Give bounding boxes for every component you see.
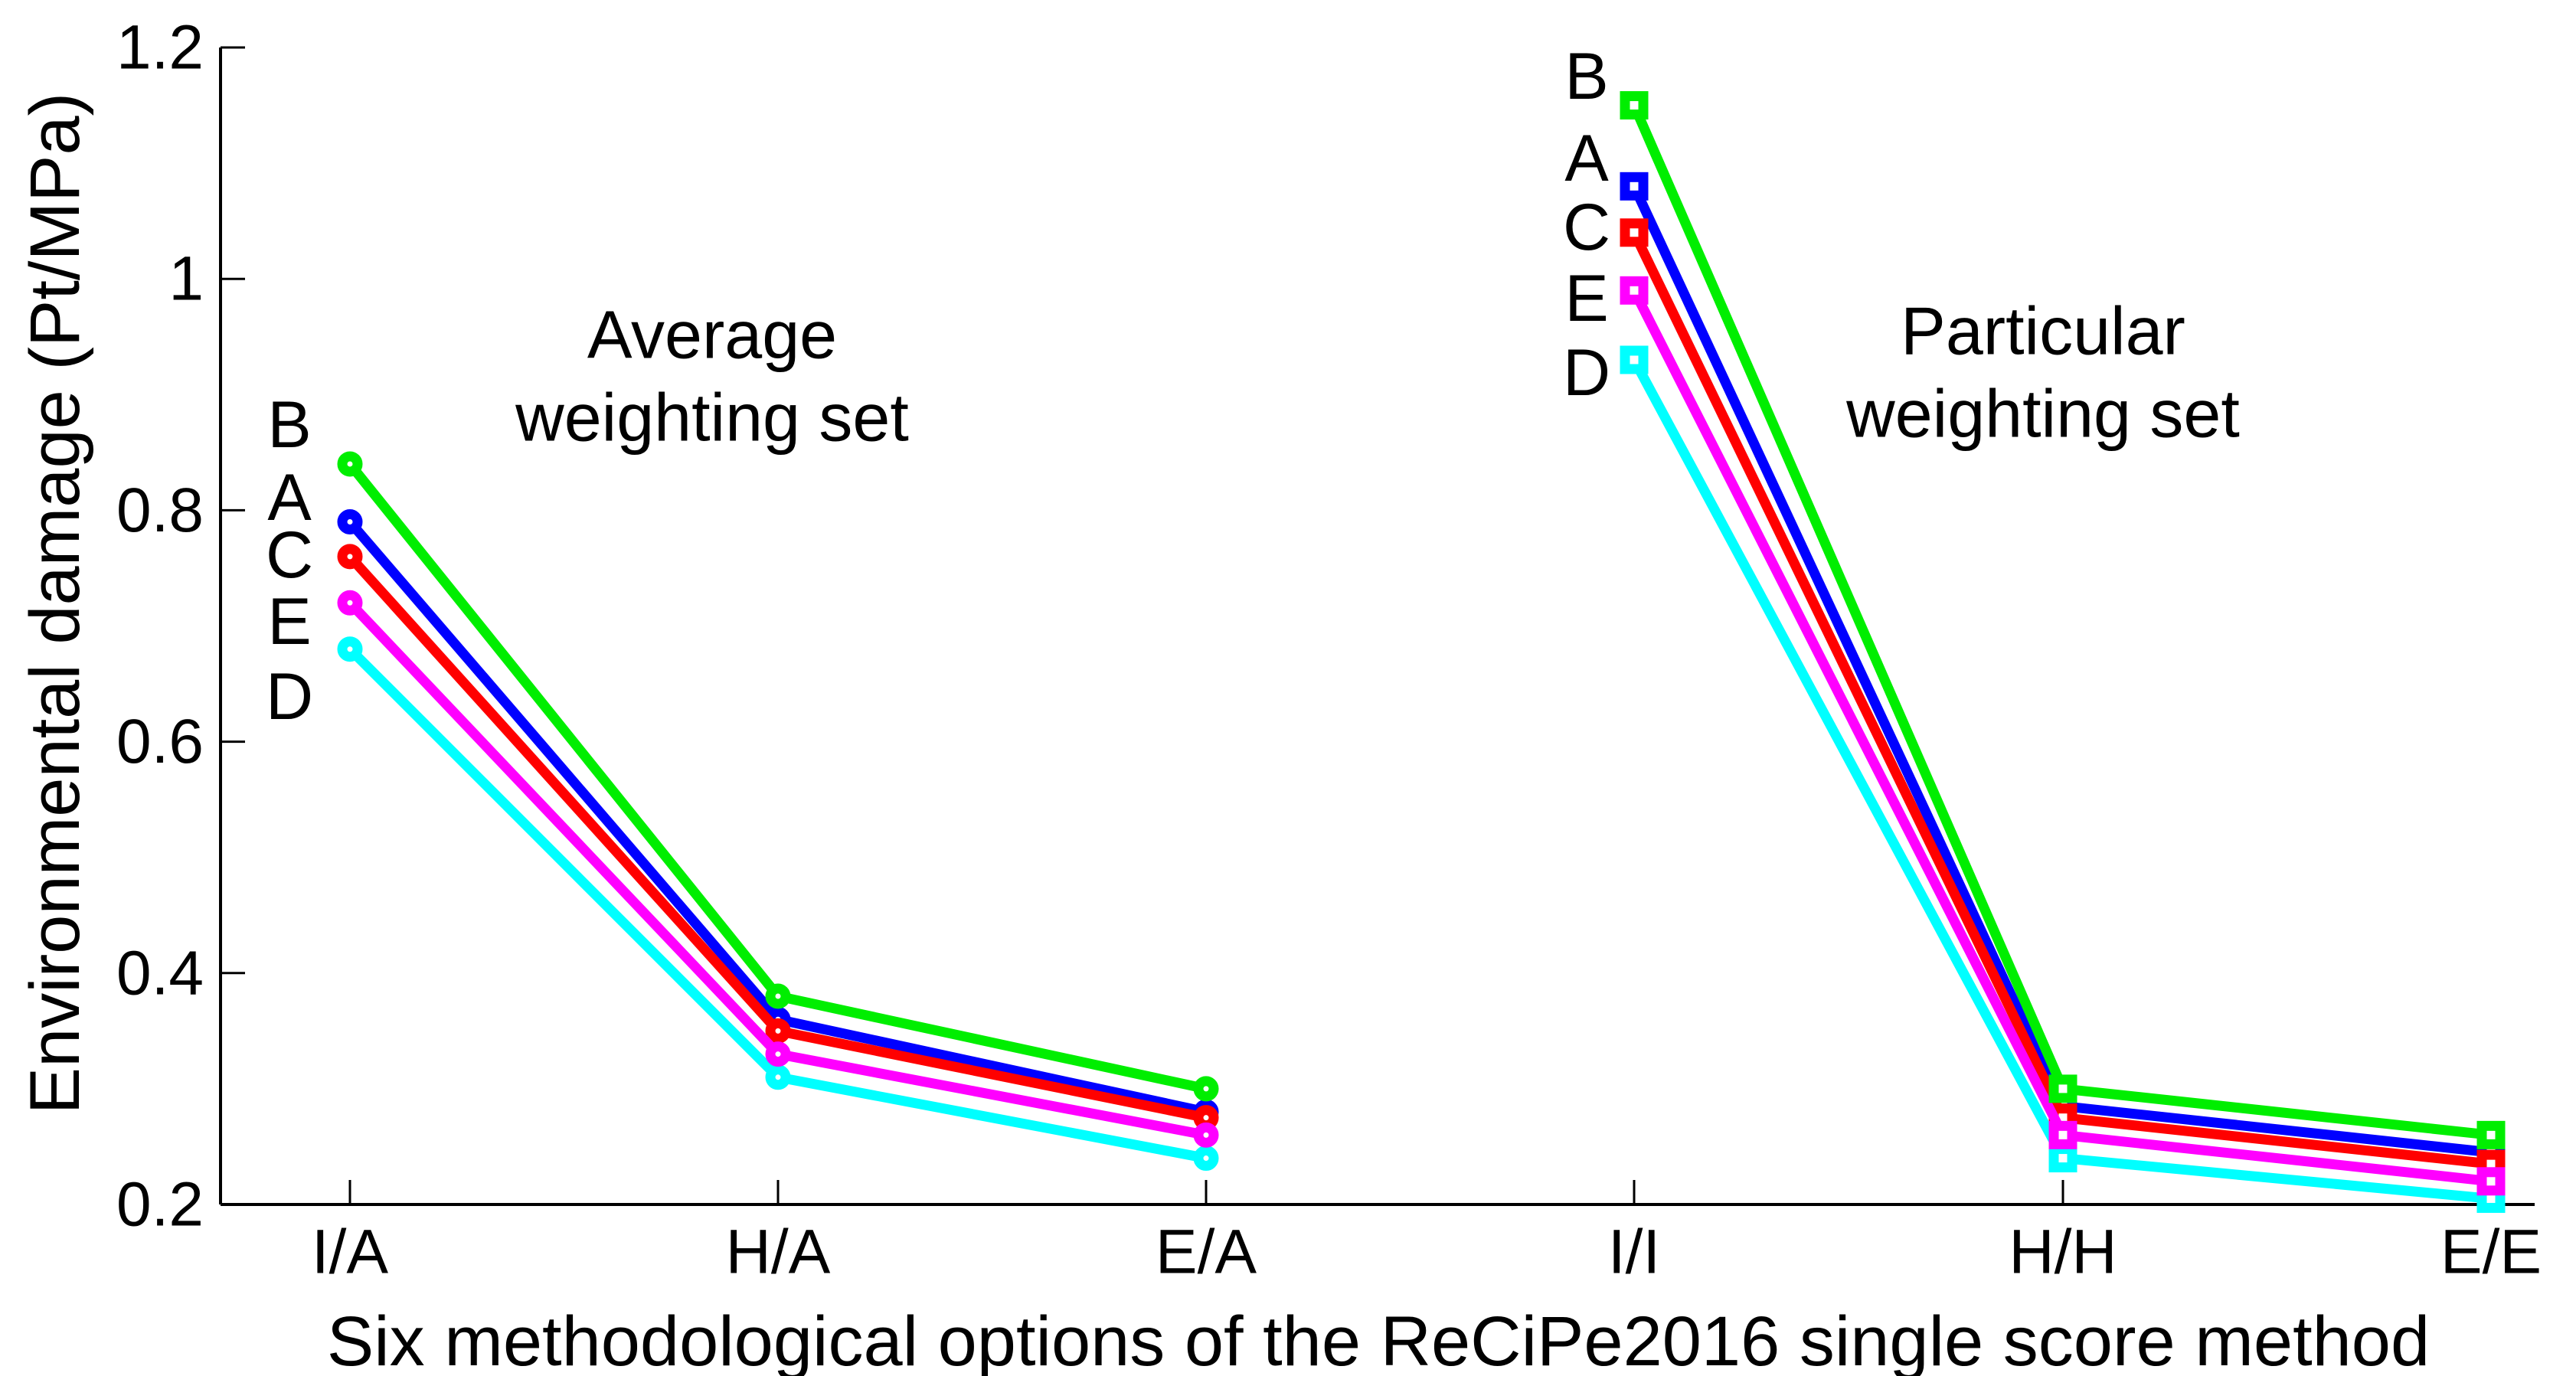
legend-letter-C-right: C [1563,191,1610,264]
x-tick-label: I/I [1608,1217,1660,1287]
marker-square-B [2048,1074,2077,1103]
marker-circle-E [337,590,363,616]
marker-square-A [1620,172,1649,201]
marker-circle-A [337,509,363,535]
marker-circle-C [765,1018,791,1044]
x-tick-label: E/E [2440,1217,2542,1287]
annotation-particular-weighting-set-line2: weighting set [1845,376,2240,452]
marker-square-E [1620,276,1649,305]
legend-letter-E-left: E [267,585,311,659]
legend-letter-D-right: D [1563,336,1610,410]
y-tick-label: 0.4 [116,938,204,1008]
y-axis-label: Environmental damage (Pt/MPa) [16,93,94,1115]
legend-letter-A-left: A [267,461,312,534]
legend-letter-B-left: B [267,388,311,462]
marker-circle-E [765,1041,791,1067]
x-tick-label: I/A [312,1217,389,1287]
annotation-average-weighting-set-line1: Average [587,297,837,373]
x-axis-label: Six methodological options of the ReCiPe… [327,1302,2430,1376]
marker-circle-C [337,544,363,570]
y-tick-label: 1 [168,244,204,314]
x-tick-label: H/A [726,1217,831,1287]
marker-circle-B [337,451,363,477]
legend-letter-D-left: D [266,660,313,734]
x-tick-label: H/H [2009,1217,2117,1287]
annotation-particular-weighting-set-line1: Particular [1901,293,2185,369]
series-line-C [1629,227,2496,1169]
legend-letter-A-right: A [1564,122,1609,195]
marker-circle-D [337,636,363,662]
legend-letter-E-right: E [1564,262,1608,335]
marker-square-B [1620,91,1649,120]
marker-square-D [1620,345,1649,374]
y-tick-label: 0.8 [116,476,204,545]
x-tick-label: E/A [1156,1217,1257,1287]
marker-circle-D [1193,1146,1219,1172]
y-tick-label: 0.6 [116,707,204,776]
marker-square-E [2476,1167,2506,1196]
y-tick-label: 0.2 [116,1170,204,1240]
marker-circle-B [1193,1076,1219,1102]
legend-letter-C-left: C [266,518,313,592]
marker-square-E [2048,1120,2077,1149]
series-line-D [1629,355,2496,1204]
annotation-average-weighting-set-line2: weighting set [515,380,909,456]
series-line-B [1629,100,2496,1140]
marker-circle-D [765,1064,791,1090]
marker-square-D [2048,1144,2077,1173]
y-tick-label: 1.2 [116,13,204,83]
marker-square-B [2476,1120,2506,1149]
legend-letter-B-right: B [1564,40,1608,113]
marker-circle-E [1193,1122,1219,1148]
marker-square-C [1620,218,1649,247]
marker-circle-B [765,983,791,1009]
